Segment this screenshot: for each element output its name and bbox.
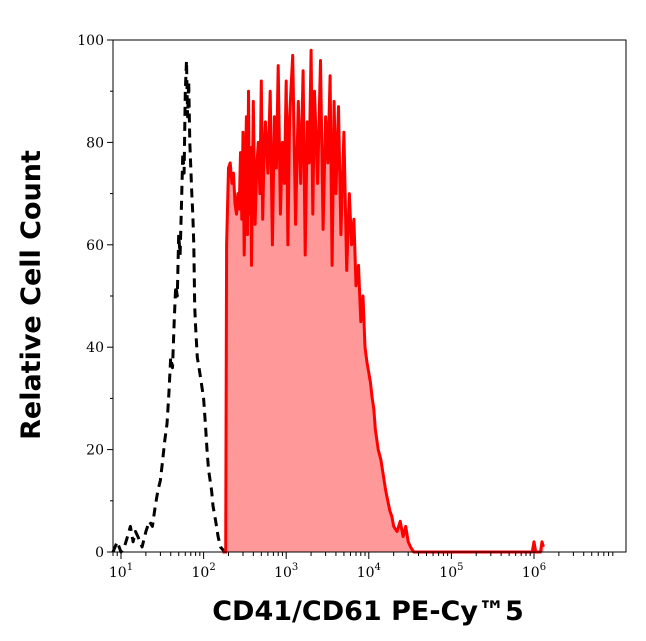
y-tick-label: 20 (86, 443, 104, 459)
y-tick-label: 80 (86, 135, 104, 151)
x-tick-base: 10 (439, 565, 457, 581)
y-tick-label: 60 (86, 238, 104, 254)
x-tick-label: 103 (274, 562, 298, 581)
x-tick-label: 102 (192, 562, 216, 581)
plot-area (111, 48, 545, 554)
x-tick-base: 10 (192, 565, 210, 581)
x-tick-base: 10 (357, 565, 375, 581)
y-tick-label: 100 (77, 33, 104, 49)
x-axis-title: CD41/CD61 PE-Cy™5 (212, 596, 524, 627)
x-tick-label: 106 (522, 562, 546, 581)
y-tick-label: 40 (86, 340, 104, 356)
series-1-line (222, 48, 545, 554)
x-tick-exponent: 1 (127, 562, 133, 573)
y-tick-label: 0 (95, 545, 104, 561)
x-tick-exponent: 5 (457, 562, 463, 573)
x-tick-base: 10 (522, 565, 540, 581)
x-tick-label: 105 (439, 562, 463, 581)
x-tick-exponent: 6 (540, 562, 546, 573)
x-tick-exponent: 3 (292, 562, 298, 573)
series-0-line (111, 59, 229, 554)
y-axis-title: Relative Cell Count (16, 150, 47, 440)
x-tick-base: 10 (109, 565, 127, 581)
x-tick-exponent: 2 (209, 562, 215, 573)
x-tick-label: 104 (357, 562, 381, 581)
x-tick-base: 10 (274, 565, 292, 581)
x-tick-label: 101 (109, 562, 133, 581)
x-tick-exponent: 4 (375, 562, 381, 573)
